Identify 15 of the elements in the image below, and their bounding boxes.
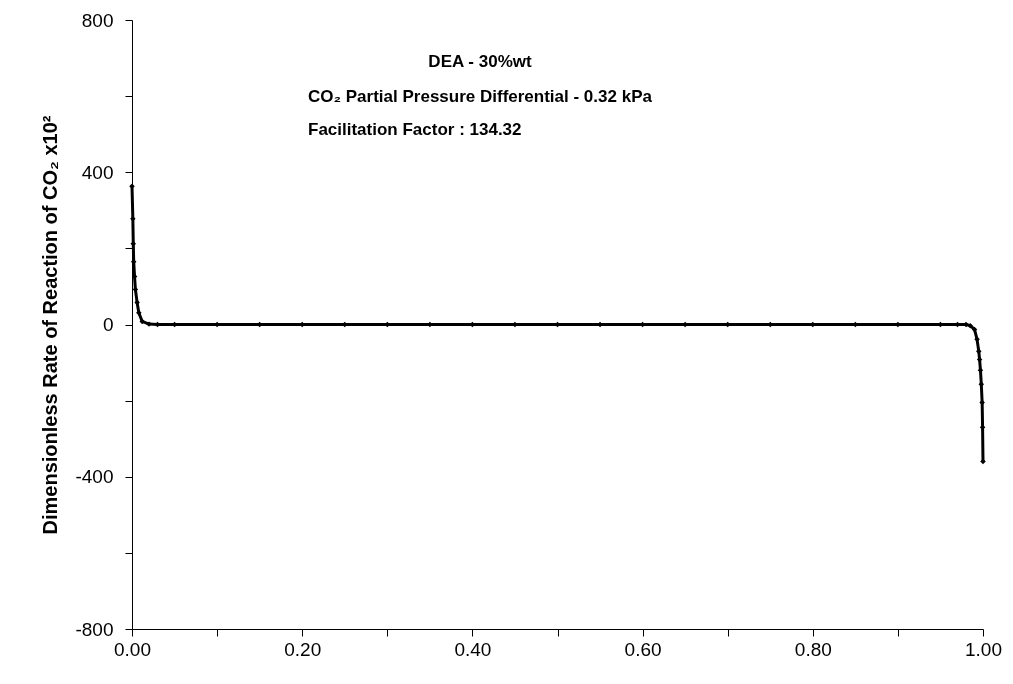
y-tick-label: 0 — [102, 314, 114, 335]
x-tick-label: 0.80 — [794, 638, 832, 660]
x-tick-label: 0.40 — [454, 638, 492, 660]
x-tick-label: 1.00 — [965, 638, 1002, 660]
y-tick-label: -400 — [75, 466, 114, 488]
x-tick-label: 0.20 — [284, 638, 322, 660]
x-tick-label: 0.60 — [624, 638, 662, 660]
y-axis-title: Dimensionless Rate of Reaction of CO₂ x10² — [39, 115, 62, 535]
annotation: CO₂ Partial Pressure Differential - 0.32 kPa — [308, 87, 653, 106]
annotation: DEA - 30%wt — [428, 52, 532, 71]
y-tick-label: 400 — [81, 161, 114, 183]
x-tick-label: 0.00 — [114, 638, 151, 660]
annotation: Facilitation Factor : 134.32 — [308, 120, 522, 139]
y-tick-label: 800 — [81, 9, 114, 31]
y-tick-label: -800 — [75, 618, 114, 640]
